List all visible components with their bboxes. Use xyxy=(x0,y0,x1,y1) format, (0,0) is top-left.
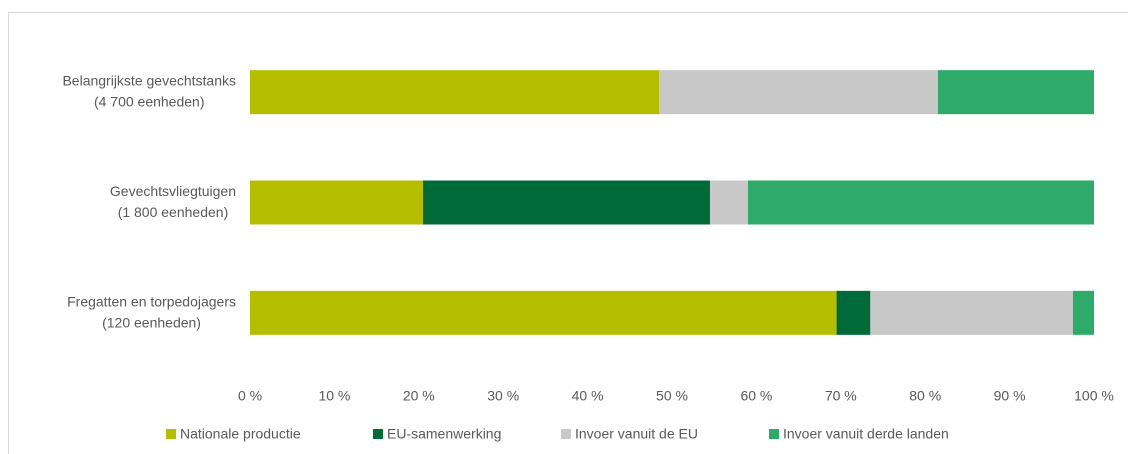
chart-frame xyxy=(8,12,1128,454)
y-tick-label: Fregatten en torpedojagers (120 eenheden) xyxy=(67,293,236,330)
x-tick-label: 90 % xyxy=(994,388,1026,404)
legend-swatch xyxy=(561,429,571,439)
bar-segment xyxy=(836,290,871,335)
x-tick-label: 20 % xyxy=(403,388,435,404)
legend-label: Nationale productie xyxy=(180,426,301,442)
legend-swatch xyxy=(373,429,383,439)
x-tick-label: 0 % xyxy=(238,388,262,404)
bar-segment xyxy=(709,180,748,225)
bar-segment xyxy=(747,180,1094,225)
bar-segment xyxy=(250,290,837,335)
legend-label: Invoer vanuit derde landen xyxy=(783,426,949,442)
x-tick-label: 10 % xyxy=(318,388,350,404)
x-tick-label: 80 % xyxy=(909,388,941,404)
x-tick-label: 70 % xyxy=(825,388,857,404)
y-tick-label: Belangrijkste gevechtstanks (4 700 eenhed… xyxy=(62,72,236,109)
bar-segment xyxy=(1072,290,1094,335)
legend-swatch xyxy=(769,429,779,439)
bar-segment xyxy=(659,70,938,115)
x-tick-label: 40 % xyxy=(572,388,604,404)
bar-segment xyxy=(250,180,424,225)
bar-segment xyxy=(250,70,660,115)
x-tick-label: 60 % xyxy=(740,388,772,404)
legend-label: Invoer vanuit de EU xyxy=(575,426,698,442)
x-tick-label: 30 % xyxy=(487,388,519,404)
bar-segment xyxy=(870,290,1073,335)
legend-swatch xyxy=(166,429,176,439)
bar-segment xyxy=(937,70,1094,115)
bar-segment xyxy=(423,180,710,225)
legend-label: EU-samenwerking xyxy=(387,426,501,442)
x-tick-label: 50 % xyxy=(656,388,688,404)
x-tick-label: 100 % xyxy=(1074,388,1114,404)
y-tick-label: Gevechtsvliegtuigen (1 800 eenheden) xyxy=(110,183,236,220)
